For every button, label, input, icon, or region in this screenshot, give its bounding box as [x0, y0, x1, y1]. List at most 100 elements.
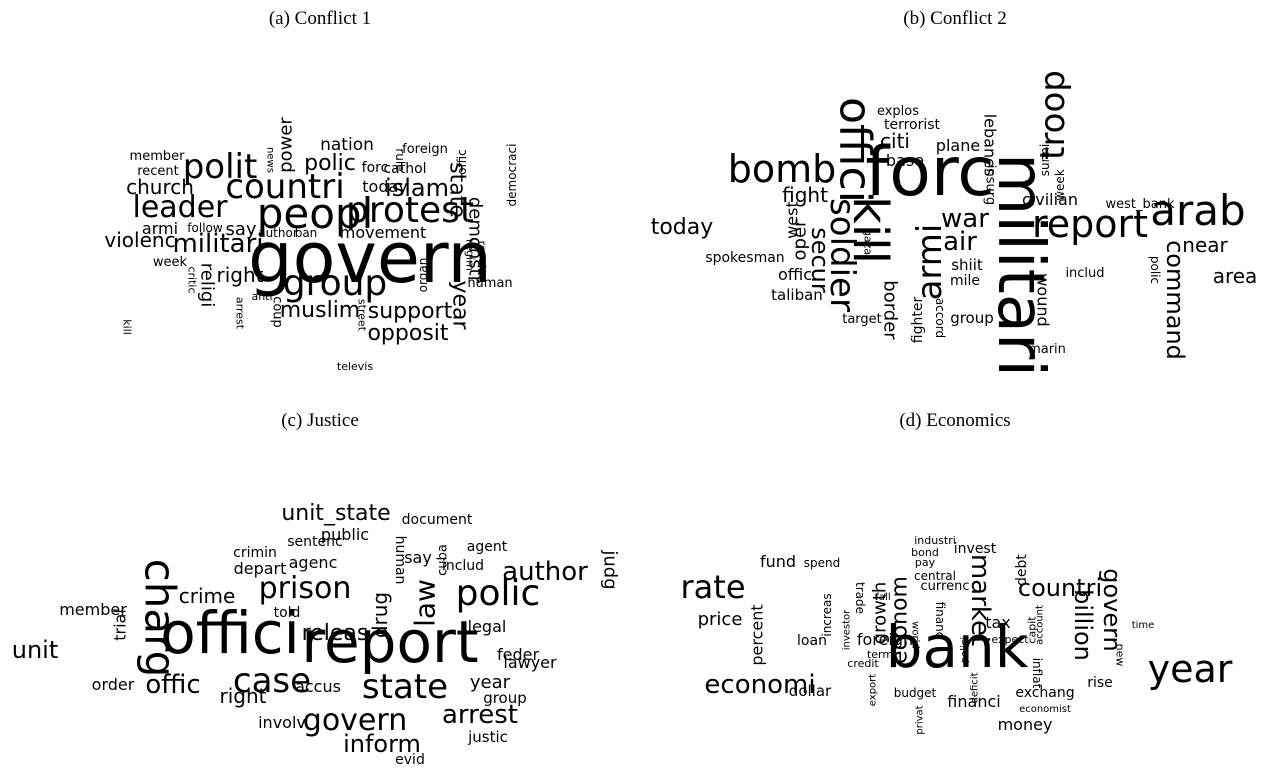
word: foreign [402, 142, 448, 157]
word: fight [782, 183, 828, 207]
word: price [698, 609, 743, 630]
word: right [220, 684, 267, 708]
word: nation [320, 135, 374, 155]
word: say [225, 219, 256, 240]
word: wound [1034, 273, 1053, 326]
word: time [1132, 620, 1155, 631]
word: bond [911, 546, 939, 559]
caption: (a) Conflict 1 [269, 8, 371, 29]
word: prison [259, 571, 352, 606]
word: year [470, 672, 511, 693]
word: told [274, 605, 301, 621]
word: budget [894, 686, 937, 700]
word: arrest [234, 297, 247, 330]
word: demonstr [465, 197, 486, 284]
word: week [153, 255, 188, 270]
word: shiit [951, 256, 983, 274]
word: credit [847, 657, 879, 670]
word: air [943, 227, 977, 257]
word: news [265, 147, 276, 173]
word: deficit [970, 672, 981, 703]
word: troop [1033, 70, 1073, 160]
word: includ [1065, 266, 1104, 281]
word: offic [455, 149, 469, 175]
word: near [1182, 233, 1228, 257]
word: democraci [505, 144, 519, 207]
word: coup [270, 296, 285, 328]
word: command [1161, 240, 1189, 360]
word: releas [302, 621, 369, 646]
word: violenc [104, 228, 175, 252]
word: trade [853, 582, 867, 614]
word: say [404, 548, 432, 567]
word: econom [888, 576, 913, 664]
word: target [842, 312, 882, 327]
word: privat [915, 705, 926, 734]
word: member [130, 149, 186, 164]
word: human [467, 276, 512, 291]
word: accord [933, 298, 947, 338]
word: law [409, 579, 442, 627]
word: arab [1150, 186, 1245, 235]
word: document [402, 512, 473, 528]
word: spokesman [705, 250, 784, 266]
word: currenc [921, 579, 970, 594]
word: offic [778, 265, 812, 284]
word: militari [172, 229, 263, 259]
word: offic [145, 670, 200, 700]
word: govern [1098, 568, 1126, 652]
word: taliban [771, 286, 823, 304]
word: border [880, 280, 901, 340]
word: regim [464, 239, 477, 271]
word: west [783, 201, 802, 239]
word: public [321, 525, 369, 544]
word: central [914, 569, 956, 583]
word: kill [121, 319, 134, 335]
word: rise [1087, 675, 1113, 691]
word: mile [950, 273, 980, 289]
word: marin [1028, 342, 1066, 357]
word: cathol [383, 161, 426, 177]
word: lawyer [503, 653, 557, 672]
word: unit_state [281, 501, 390, 526]
word: involv [258, 713, 306, 732]
word: kill [842, 196, 898, 264]
word: expect [991, 633, 1029, 646]
word: week [1053, 169, 1067, 201]
word: judg [600, 549, 621, 589]
word: islam [385, 174, 449, 202]
word: religi [197, 263, 218, 308]
word: legal [468, 617, 507, 636]
word: dollar [789, 682, 832, 700]
word: critic [186, 266, 199, 293]
word: charg [136, 559, 185, 678]
word: polit [183, 147, 258, 187]
word: money [998, 715, 1053, 734]
word: human [392, 536, 408, 585]
word: polic [456, 573, 541, 614]
word: unit [12, 636, 59, 664]
word: polic [1148, 256, 1162, 284]
word: church [126, 175, 194, 199]
word: financ [933, 602, 947, 639]
word: offici [160, 599, 300, 667]
word: state [362, 667, 448, 707]
word: group [950, 309, 994, 327]
word: insurg [983, 165, 998, 205]
word: govern [303, 703, 407, 738]
word: rule [393, 148, 407, 171]
word: group [283, 263, 388, 304]
word: right [217, 263, 264, 287]
word: foreign [857, 630, 913, 649]
word: support [368, 299, 453, 324]
word: economist [1019, 704, 1071, 715]
word: leader [132, 190, 228, 225]
word: crimin [233, 545, 277, 561]
word: economi [704, 670, 815, 700]
word: author [258, 226, 298, 240]
word: countri [1018, 574, 1102, 602]
word: capit [1026, 616, 1039, 644]
word: ban [295, 226, 318, 240]
word: plane [936, 136, 980, 155]
